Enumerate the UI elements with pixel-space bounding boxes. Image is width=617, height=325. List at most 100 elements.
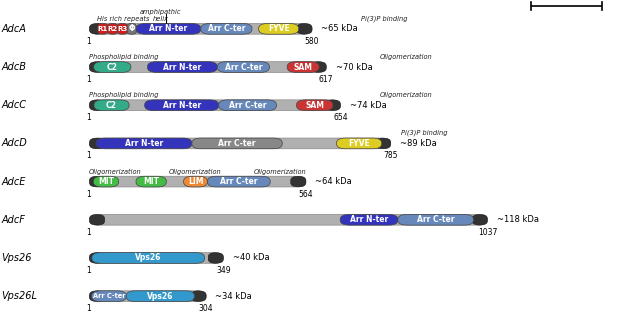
FancyBboxPatch shape [94, 62, 131, 72]
FancyBboxPatch shape [191, 291, 206, 302]
Text: Arr N-ter: Arr N-ter [125, 139, 163, 148]
Text: Φ: Φ [128, 24, 135, 33]
FancyBboxPatch shape [297, 23, 312, 34]
FancyBboxPatch shape [89, 253, 223, 263]
Text: AdcB: AdcB [1, 62, 27, 72]
FancyBboxPatch shape [144, 100, 218, 110]
Text: ~70 kDa: ~70 kDa [336, 62, 372, 72]
FancyBboxPatch shape [91, 291, 126, 302]
Text: Arr N-ter: Arr N-ter [149, 24, 188, 33]
Text: 617: 617 [319, 75, 334, 84]
FancyBboxPatch shape [93, 176, 118, 187]
Text: Arr N-ter: Arr N-ter [162, 101, 201, 110]
FancyBboxPatch shape [89, 100, 341, 110]
Text: MIT: MIT [98, 177, 114, 186]
FancyBboxPatch shape [259, 23, 299, 34]
Text: His rich repeats: His rich repeats [97, 16, 149, 22]
Text: AdcF: AdcF [1, 215, 25, 225]
FancyBboxPatch shape [89, 23, 312, 34]
Text: amphipathic
helix: amphipathic helix [139, 9, 181, 22]
FancyBboxPatch shape [117, 23, 127, 34]
Text: R1: R1 [97, 26, 108, 32]
FancyBboxPatch shape [192, 138, 282, 149]
FancyBboxPatch shape [325, 100, 341, 110]
Text: R3: R3 [117, 26, 128, 32]
Text: Pi(3)P binding: Pi(3)P binding [361, 15, 407, 22]
FancyBboxPatch shape [398, 214, 473, 225]
Text: 1: 1 [86, 228, 91, 237]
Text: FYVE: FYVE [348, 139, 370, 148]
Text: Arr N-ter: Arr N-ter [164, 62, 202, 72]
Text: C2: C2 [107, 62, 118, 72]
FancyBboxPatch shape [98, 23, 108, 34]
FancyBboxPatch shape [89, 291, 105, 302]
FancyBboxPatch shape [201, 23, 252, 34]
Text: ~89 kDa: ~89 kDa [400, 139, 437, 148]
Text: Oligomerization: Oligomerization [379, 92, 433, 98]
Text: 654: 654 [333, 113, 348, 122]
Text: ~74 kDa: ~74 kDa [350, 101, 386, 110]
FancyBboxPatch shape [126, 291, 194, 302]
FancyBboxPatch shape [89, 214, 105, 225]
Text: Arr C-ter: Arr C-ter [93, 293, 125, 299]
Text: ~34 kDa: ~34 kDa [215, 292, 252, 301]
FancyBboxPatch shape [89, 138, 391, 149]
FancyBboxPatch shape [291, 176, 306, 187]
FancyBboxPatch shape [287, 62, 319, 72]
FancyBboxPatch shape [147, 62, 217, 72]
Text: 1: 1 [86, 189, 91, 199]
Text: Oligomerization: Oligomerization [89, 169, 142, 175]
Text: C2: C2 [106, 101, 117, 110]
Text: 580: 580 [305, 37, 320, 46]
Text: MIT: MIT [143, 177, 159, 186]
FancyBboxPatch shape [89, 62, 105, 72]
FancyBboxPatch shape [297, 100, 333, 110]
Text: AdcC: AdcC [1, 100, 27, 110]
Text: Phospholipid binding: Phospholipid binding [89, 54, 158, 60]
Text: Arr C-ter: Arr C-ter [229, 101, 267, 110]
Text: 1037: 1037 [478, 228, 497, 237]
FancyBboxPatch shape [89, 100, 105, 110]
Text: Vps26: Vps26 [1, 253, 31, 263]
Text: 1: 1 [86, 75, 91, 84]
FancyBboxPatch shape [89, 253, 105, 263]
Text: SAM: SAM [305, 101, 324, 110]
Text: Vps26: Vps26 [147, 292, 173, 301]
Text: AdcD: AdcD [1, 138, 27, 149]
Text: Vps26: Vps26 [135, 254, 162, 263]
Text: ~40 kDa: ~40 kDa [233, 254, 269, 263]
Text: 1: 1 [86, 304, 91, 313]
Text: Oligomerization: Oligomerization [168, 169, 222, 175]
FancyBboxPatch shape [207, 176, 270, 187]
FancyBboxPatch shape [136, 23, 201, 34]
Text: 304: 304 [199, 304, 213, 313]
FancyBboxPatch shape [89, 291, 206, 302]
Text: 349: 349 [216, 266, 231, 275]
FancyBboxPatch shape [89, 23, 105, 34]
FancyBboxPatch shape [89, 176, 105, 187]
FancyBboxPatch shape [184, 176, 207, 187]
Text: AdcE: AdcE [1, 176, 26, 187]
Text: LIM: LIM [188, 177, 203, 186]
Text: 1: 1 [86, 151, 91, 160]
Text: ~65 kDa: ~65 kDa [321, 24, 358, 33]
FancyBboxPatch shape [89, 176, 306, 187]
Text: Vps26L: Vps26L [1, 291, 37, 301]
FancyBboxPatch shape [94, 100, 129, 110]
Text: AdcA: AdcA [1, 24, 26, 34]
FancyBboxPatch shape [472, 214, 487, 225]
FancyBboxPatch shape [136, 176, 167, 187]
Text: Arr C-ter: Arr C-ter [207, 24, 245, 33]
Text: Arr C-ter: Arr C-ter [218, 139, 256, 148]
Text: SAM: SAM [294, 62, 313, 72]
Text: Phospholipid binding: Phospholipid binding [89, 92, 158, 98]
Text: R2: R2 [107, 26, 118, 32]
FancyBboxPatch shape [127, 23, 136, 34]
Text: Arr N-ter: Arr N-ter [350, 215, 388, 224]
Text: 1: 1 [86, 113, 91, 122]
FancyBboxPatch shape [89, 214, 487, 225]
FancyBboxPatch shape [89, 62, 326, 72]
FancyBboxPatch shape [89, 138, 105, 149]
FancyBboxPatch shape [340, 214, 398, 225]
Text: Oligomerization: Oligomerization [254, 169, 306, 175]
